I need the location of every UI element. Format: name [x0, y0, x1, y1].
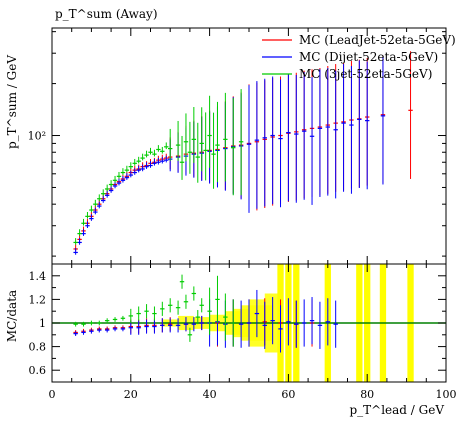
- ratio-y-ticks: 0.6 0.8 1 1.2 1.4: [29, 263, 446, 383]
- main-series-group: [73, 51, 413, 255]
- x-tick-label: 80: [360, 388, 374, 401]
- main-ytick-label: 10²: [28, 130, 46, 143]
- main-y-label: p_T^sum / GeV: [5, 55, 19, 149]
- legend-label: MC (LeadJet-52eta-5GeV): [299, 33, 456, 47]
- main-series-2: [73, 89, 244, 245]
- ratio-series-2: [73, 274, 236, 347]
- ratio-y-tick-label: 1: [39, 317, 46, 330]
- main-panel: p_T^sum (Away) p_T^sum / GeV 10² MC (Lea…: [5, 7, 456, 265]
- x-tick-label: 20: [124, 388, 138, 401]
- ratio-x-ticks: 0 20 40 60 80 100: [49, 264, 457, 401]
- legend-label: MC (Dijet-52eta-5GeV): [299, 50, 438, 64]
- ratio-panel: 0.6 0.8 1 1.2 1.4 0 20 40 60 80 100 MC/data p_T^l…: [5, 263, 457, 417]
- ratio-y-tick-label: 0.8: [29, 341, 47, 354]
- ratio-y-tick-label: 1.4: [29, 270, 47, 283]
- x-axis-label: p_T^lead / GeV: [349, 403, 444, 417]
- ratio-y-tick-label: 1.2: [29, 293, 47, 306]
- main-x-ticks: [51, 28, 447, 264]
- main-y-ticks: [52, 31, 446, 257]
- main-title: p_T^sum (Away): [55, 7, 158, 21]
- x-tick-label: 100: [436, 388, 457, 401]
- main-series-0: [73, 51, 413, 252]
- ratio-y-tick-label: 0.6: [29, 364, 47, 377]
- main-series-1: [73, 56, 386, 255]
- x-tick-label: 0: [49, 388, 56, 401]
- x-tick-label: 40: [203, 388, 217, 401]
- x-tick-label: 60: [281, 388, 295, 401]
- ratio-series-group: [73, 274, 338, 353]
- legend-label: MC (3jet-52eta-5GeV): [299, 67, 432, 81]
- legend: MC (LeadJet-52eta-5GeV) MC (Dijet-52eta-5…: [262, 33, 456, 81]
- ratio-y-label: MC/data: [5, 290, 19, 342]
